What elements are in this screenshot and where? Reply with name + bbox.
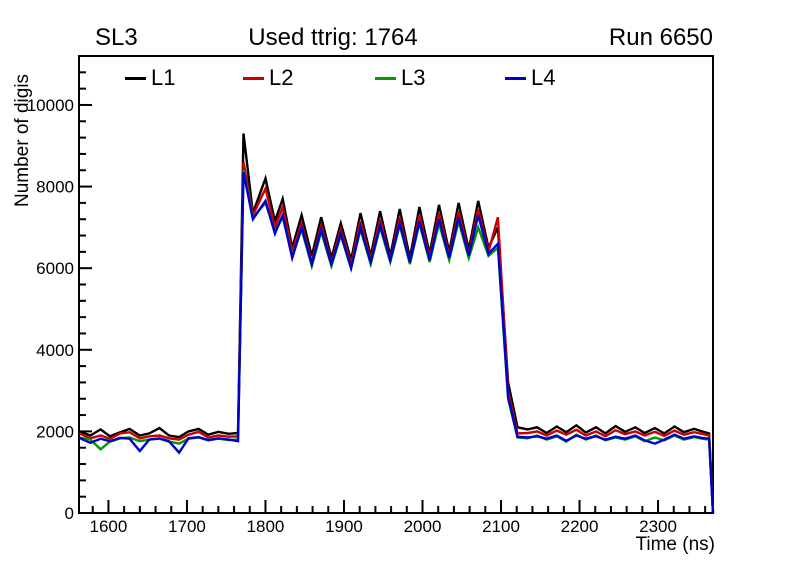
series-line-L2	[78, 161, 715, 514]
pad-title-ttrig: Used ttrig: 1764	[248, 24, 418, 51]
legend-entry-L1: L1	[125, 66, 175, 90]
x-tick-label: 1900	[325, 517, 363, 536]
y-tick-label: 2000	[36, 422, 74, 441]
x-tick-label: 2300	[639, 517, 677, 536]
x-axis-title: Time (ns)	[635, 534, 715, 555]
x-tick-label: 1700	[168, 517, 206, 536]
legend-label-L3: L3	[401, 65, 426, 90]
y-tick-label: 4000	[36, 341, 74, 360]
plot-frame	[78, 55, 714, 514]
legend-marker-L2	[243, 76, 264, 80]
legend-entry-L4: L4	[505, 66, 555, 90]
y-axis-title: Number of digis	[12, 73, 33, 207]
y-tick-label: 10000	[27, 96, 74, 115]
x-tick-label: 1600	[90, 517, 128, 536]
x-tick-label: 2100	[482, 517, 520, 536]
pad-title-superlayer: SL3	[95, 24, 138, 51]
legend-entry-L3: L3	[375, 66, 425, 90]
pad-title-run: Run 6650	[608, 24, 713, 51]
series-line-L1	[78, 133, 715, 514]
x-tick-label: 1800	[247, 517, 285, 536]
y-tick-label: 0	[65, 504, 74, 523]
y-tick-label: 6000	[36, 259, 74, 278]
legend-label-L4: L4	[531, 65, 556, 90]
legend-label-L2: L2	[269, 65, 294, 90]
legend-marker-L4	[505, 76, 526, 80]
legend-marker-L3	[375, 76, 396, 80]
y-tick-label: 8000	[36, 178, 74, 197]
series-line-L4	[78, 172, 715, 514]
legend-entry-L2: L2	[243, 66, 293, 90]
x-tick-label: 2200	[561, 517, 599, 536]
x-tick-label: 2000	[404, 517, 442, 536]
legend-label-L1: L1	[151, 65, 176, 90]
legend-marker-L1	[125, 76, 146, 80]
